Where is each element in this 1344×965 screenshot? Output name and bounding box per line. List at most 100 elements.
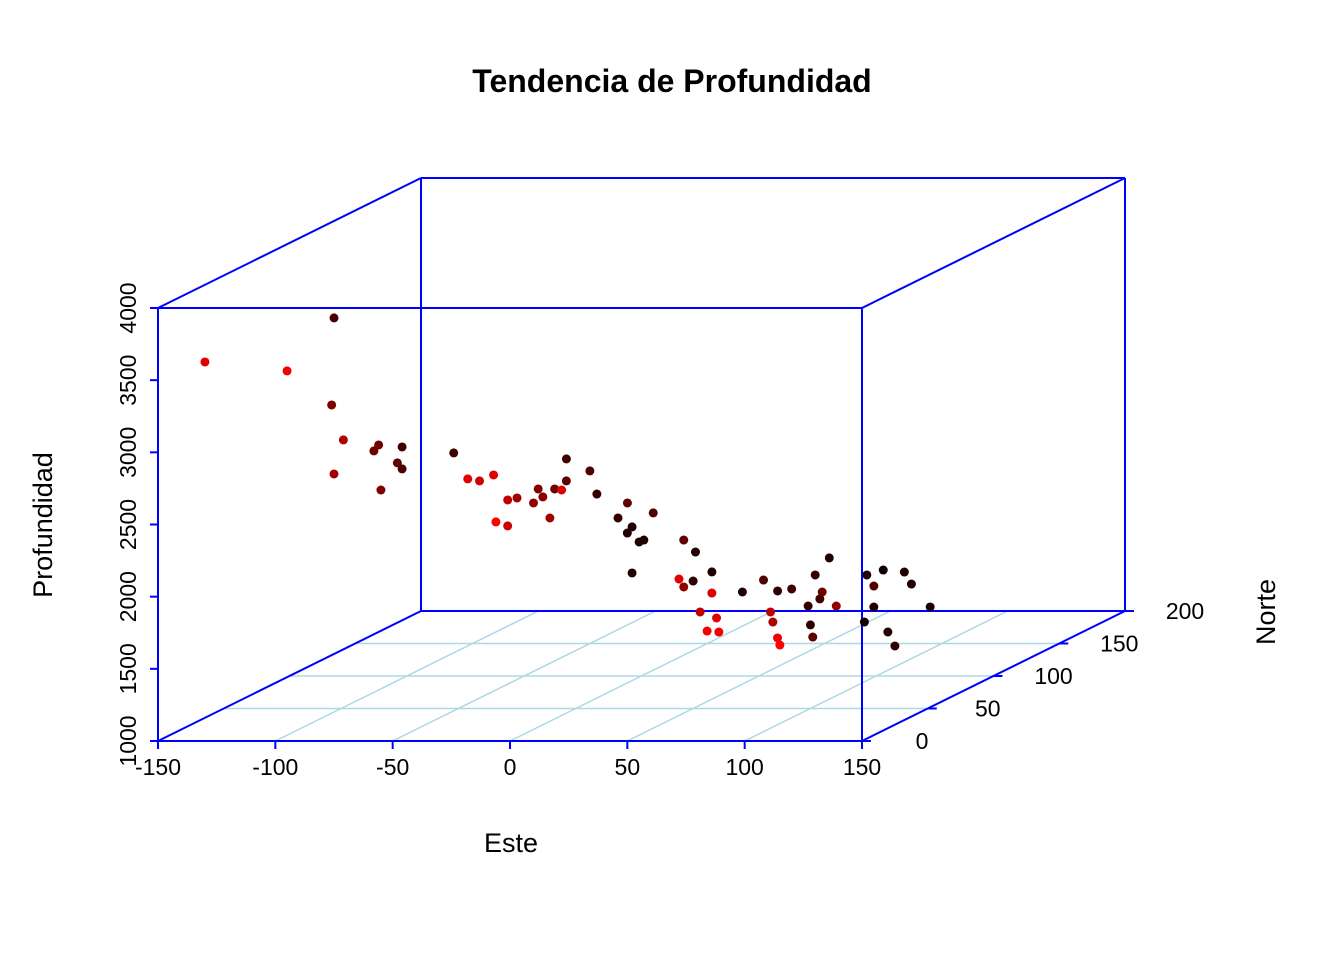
data-point xyxy=(775,640,785,650)
data-point xyxy=(392,458,402,468)
y-tick-label: 100 xyxy=(1034,663,1072,689)
data-point xyxy=(690,547,700,557)
data-point xyxy=(883,627,893,637)
data-point xyxy=(329,313,339,323)
data-point xyxy=(338,435,348,445)
data-point xyxy=(831,601,841,611)
data-point xyxy=(803,601,813,611)
x-tick-label: -100 xyxy=(252,754,298,780)
x-axis-label: Este xyxy=(484,828,538,858)
data-point xyxy=(557,485,567,495)
data-point xyxy=(810,570,820,580)
data-point xyxy=(707,588,717,598)
x-tick-label: -50 xyxy=(376,754,409,780)
data-point xyxy=(890,641,900,651)
data-point xyxy=(679,582,689,592)
y-tick-label: 50 xyxy=(975,696,1001,722)
data-point xyxy=(329,469,339,479)
data-point xyxy=(327,400,337,410)
box-edge xyxy=(157,610,422,742)
z-tick-label: 2500 xyxy=(115,499,141,550)
data-point xyxy=(859,617,869,627)
data-point xyxy=(533,484,543,494)
data-point xyxy=(808,632,818,642)
z-tick-label: 3000 xyxy=(115,427,141,478)
z-tick-label: 1500 xyxy=(115,643,141,694)
box-edge xyxy=(861,177,1126,309)
data-point xyxy=(815,594,825,604)
data-point xyxy=(679,535,689,545)
data-point xyxy=(489,470,499,480)
data-point xyxy=(714,627,724,637)
data-point xyxy=(712,613,722,623)
z-tick-label: 3500 xyxy=(115,355,141,406)
data-point xyxy=(538,492,548,502)
data-point xyxy=(707,567,717,577)
data-point xyxy=(702,626,712,636)
data-point xyxy=(869,581,879,591)
data-point xyxy=(585,466,595,476)
y-axis-label: Norte xyxy=(1251,579,1281,645)
data-point xyxy=(906,579,916,589)
data-point xyxy=(503,495,513,505)
box-edge xyxy=(157,177,422,309)
data-point xyxy=(491,517,501,527)
data-point xyxy=(475,476,485,486)
data-point xyxy=(899,567,909,577)
data-point xyxy=(463,474,473,484)
z-axis-label: Profundidad xyxy=(28,452,58,598)
y-tick-label: 0 xyxy=(916,728,929,754)
data-point xyxy=(200,357,210,367)
data-point xyxy=(627,522,637,532)
data-point xyxy=(503,521,513,531)
data-point xyxy=(768,617,778,627)
x-tick-label: 100 xyxy=(725,754,763,780)
x-tick-label: 150 xyxy=(843,754,881,780)
data-point xyxy=(561,476,571,486)
data-point xyxy=(561,454,571,464)
data-point xyxy=(805,620,815,630)
data-point xyxy=(878,565,888,575)
data-point xyxy=(674,574,684,584)
data-point xyxy=(773,586,783,596)
data-point xyxy=(369,446,379,456)
data-point xyxy=(787,584,797,594)
data-point xyxy=(695,607,705,617)
data-point xyxy=(639,535,649,545)
data-point xyxy=(862,570,872,580)
data-point xyxy=(622,528,632,538)
data-point xyxy=(759,575,769,585)
data-point xyxy=(648,508,658,518)
data-point xyxy=(613,513,623,523)
data-point xyxy=(545,513,555,523)
data-point xyxy=(627,568,637,578)
data-point xyxy=(376,485,386,495)
data-point xyxy=(824,553,834,563)
data-point xyxy=(397,464,407,474)
data-point xyxy=(622,498,632,508)
data-point xyxy=(766,607,776,617)
x-tick-label: 50 xyxy=(615,754,641,780)
data-point xyxy=(817,587,827,597)
data-point xyxy=(688,576,698,586)
x-tick-label: -150 xyxy=(135,754,181,780)
data-point xyxy=(449,448,459,458)
data-point xyxy=(737,587,747,597)
data-point xyxy=(773,633,783,643)
data-point xyxy=(550,484,560,494)
x-tick-label: 0 xyxy=(504,754,517,780)
z-tick-label: 4000 xyxy=(115,282,141,333)
chart-title: Tendencia de Profundidad xyxy=(472,63,871,99)
y-tick-label: 200 xyxy=(1166,598,1204,624)
z-tick-label: 1000 xyxy=(115,715,141,766)
z-tick-label: 2000 xyxy=(115,571,141,622)
data-point xyxy=(869,602,879,612)
data-point xyxy=(282,366,292,376)
y-tick-label: 150 xyxy=(1100,631,1138,657)
data-point xyxy=(925,602,935,612)
data-point xyxy=(512,493,522,503)
data-point xyxy=(592,489,602,499)
data-point xyxy=(529,498,539,508)
data-point xyxy=(397,442,407,452)
